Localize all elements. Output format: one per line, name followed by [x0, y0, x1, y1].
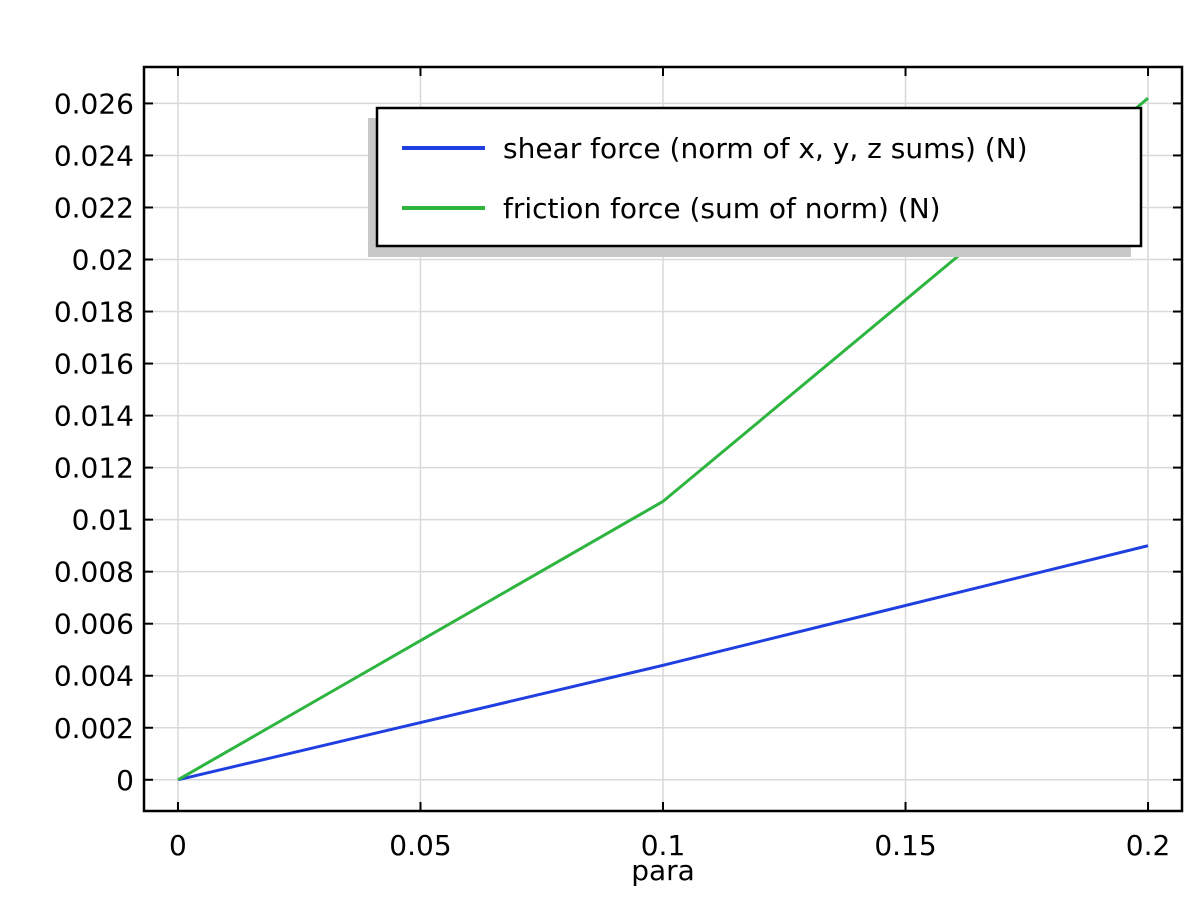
y-tick-label: 0	[116, 764, 134, 797]
x-tick-labels: 0 0.05 0.1 0.15 0.2	[169, 829, 1170, 862]
y-tick-label: 0.014	[54, 400, 134, 433]
y-tick-label: 0.006	[54, 608, 134, 641]
y-tick-label: 0.024	[54, 139, 134, 172]
x-tick-label: 0.2	[1126, 829, 1171, 862]
y-tick-label: 0.018	[54, 296, 134, 329]
ticks	[144, 67, 1182, 811]
y-tick-label: 0.004	[54, 660, 134, 693]
y-tick-label: 0.012	[54, 452, 134, 485]
legend-entry-1: friction force (sum of norm) (N)	[503, 192, 941, 225]
y-tick-label: 0.016	[54, 348, 134, 381]
y-tick-label: 0.008	[54, 556, 134, 589]
x-tick-label: 0	[169, 829, 187, 862]
y-tick-labels: 0 0.002 0.004 0.006 0.008 0.01 0.012 0.014 0.016…	[54, 87, 134, 796]
y-tick-label: 0.01	[72, 504, 134, 537]
x-tick-label: 0.15	[874, 829, 936, 862]
series-line-0	[177, 544, 1149, 782]
y-tick-label: 0.002	[54, 712, 134, 745]
x-tick-label: 0.05	[389, 829, 451, 862]
x-axis-label: para	[631, 854, 695, 887]
y-tick-label: 0.026	[54, 87, 134, 120]
legend: shear force (norm of x, y, z sums) (N) fr…	[368, 106, 1143, 257]
y-tick-label: 0.022	[54, 191, 134, 224]
x-tick-label: 0.1	[641, 829, 686, 862]
legend-entry-0: shear force (norm of x, y, z sums) (N)	[503, 132, 1028, 165]
legend-box	[375, 106, 1143, 248]
y-tick-label: 0.02	[72, 244, 134, 277]
